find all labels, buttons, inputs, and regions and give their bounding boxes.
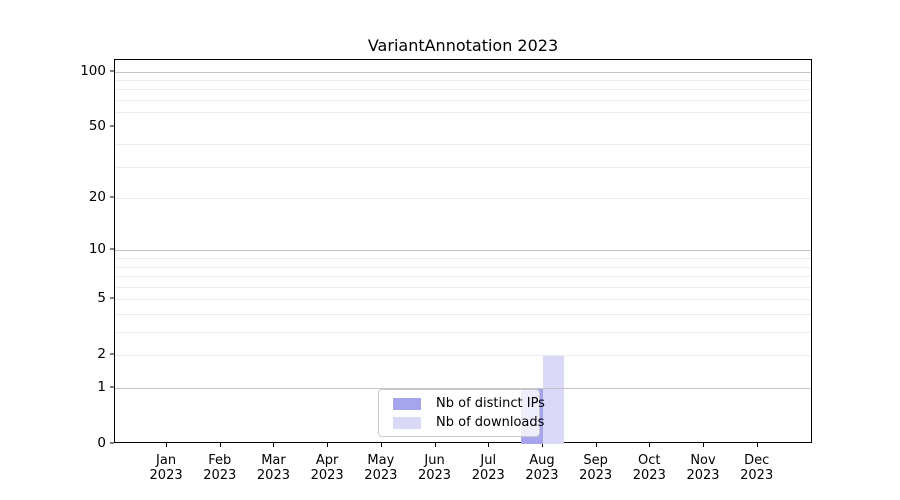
bar-nb-of-downloads (542, 355, 565, 444)
x-tick-mark (219, 443, 221, 447)
x-tick-label: Jan 2023 (149, 453, 183, 483)
legend-label-downloads: Nb of downloads (436, 415, 545, 430)
legend-swatch-downloads-icon (393, 416, 421, 429)
y-tick-label: 100 (80, 62, 106, 79)
legend-swatch-distinct-ips-icon (393, 397, 421, 410)
x-tick-mark (380, 443, 382, 447)
minor-gridline (115, 332, 811, 334)
x-tick-label: Nov 2023 (686, 453, 720, 483)
y-tick-label: 5 (97, 290, 106, 307)
minor-gridline (115, 355, 811, 357)
x-tick-mark (434, 443, 436, 447)
x-tick-label: Sep 2023 (579, 453, 613, 483)
plot-area (114, 59, 812, 444)
minor-gridline (115, 144, 811, 146)
y-tick-label: 1 (97, 379, 106, 396)
major-gridline (115, 250, 811, 252)
x-tick-mark (649, 443, 651, 447)
y-tick-mark (110, 442, 114, 444)
x-tick-mark (166, 443, 168, 447)
legend-label-distinct-ips: Nb of distinct IPs (436, 396, 545, 411)
y-tick-mark (110, 70, 114, 71)
y-tick-mark (110, 248, 114, 250)
minor-gridline (115, 266, 811, 268)
x-tick-mark (327, 443, 329, 447)
minor-gridline (115, 276, 811, 278)
minor-gridline (115, 89, 811, 91)
legend-item-downloads: Nb of downloads (387, 415, 544, 430)
minor-gridline (115, 286, 811, 288)
major-gridline (115, 71, 811, 73)
x-tick-mark (541, 443, 543, 447)
minor-gridline (115, 112, 811, 114)
major-gridline (115, 388, 811, 390)
y-tick-label: 0 (97, 435, 106, 451)
x-tick-label: Jun 2023 (417, 453, 452, 483)
minor-gridline (115, 99, 811, 101)
x-tick-mark (273, 443, 275, 447)
y-tick-label: 20 (88, 189, 106, 206)
x-tick-label: Jul 2023 (471, 453, 505, 483)
x-tick-label: Oct 2023 (632, 453, 666, 483)
y-tick-mark (110, 297, 114, 299)
legend: Nb of distinct IPs Nb of downloads (378, 389, 545, 437)
x-tick-label: Dec 2023 (740, 453, 774, 483)
minor-gridline (115, 314, 811, 316)
x-tick-mark (756, 443, 758, 447)
minor-gridline (115, 166, 811, 168)
y-tick-label: 50 (88, 117, 106, 134)
legend-item-distinct-ips: Nb of distinct IPs (387, 396, 545, 411)
y-tick-mark (110, 196, 114, 198)
x-tick-mark (703, 443, 704, 447)
x-tick-mark (488, 443, 490, 447)
minor-gridline (115, 299, 811, 301)
minor-gridline (115, 79, 811, 81)
x-tick-label: Aug 2023 (525, 453, 559, 483)
x-tick-label: Apr 2023 (310, 453, 344, 483)
y-tick-label: 2 (97, 346, 106, 363)
y-tick-mark (110, 386, 114, 388)
x-tick-label: May 2023 (364, 453, 398, 483)
y-tick-mark (110, 353, 114, 355)
x-tick-label: Mar 2023 (256, 453, 290, 483)
x-tick-mark (595, 443, 597, 447)
y-tick-label: 10 (88, 241, 106, 258)
minor-gridline (115, 198, 811, 200)
minor-gridline (115, 258, 811, 260)
x-tick-label: Feb 2023 (203, 453, 237, 483)
chart-title: VariantAnnotation 2023 (367, 36, 559, 55)
y-tick-mark (110, 125, 114, 127)
